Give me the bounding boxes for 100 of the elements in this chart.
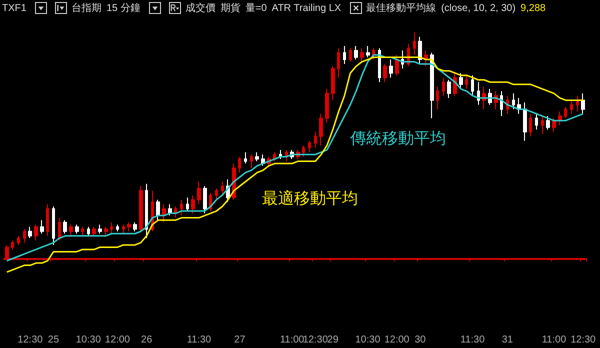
candlestick [40, 220, 44, 234]
candlestick [215, 188, 218, 200]
candlestick [383, 64, 387, 83]
candlestick [570, 100, 573, 114]
x-tick-label: 11:00 [542, 334, 567, 346]
candlestick [127, 222, 131, 232]
candlestick [191, 194, 195, 214]
x-tick-label: 11:00 [280, 334, 305, 346]
x-tick-label: 12:00 [104, 334, 130, 346]
candlestick [17, 235, 20, 246]
text: ATR Trailing LX [272, 3, 342, 14]
x-tick-label: 30 [414, 334, 426, 346]
candlestick [442, 77, 445, 96]
candlestick [366, 45, 370, 58]
candlestick [413, 32, 416, 56]
candlestick [389, 59, 393, 78]
candlestick [244, 152, 247, 164]
text: 成交價 [185, 3, 216, 14]
candlestick [28, 226, 32, 239]
candlestick [360, 48, 364, 62]
candlestick [116, 224, 119, 232]
x-tick-label: 27 [234, 334, 246, 346]
candlestick [541, 116, 544, 135]
candlestick [325, 88, 329, 124]
candlestick [197, 181, 201, 205]
x-tick-label: 25 [48, 334, 60, 346]
x-tick-label: 31 [502, 334, 514, 346]
candlestick [447, 79, 451, 98]
candlestick [58, 217, 61, 241]
candlestick [459, 72, 463, 90]
x-tick-label: 12:30 [18, 334, 44, 346]
candlestick [145, 183, 148, 239]
candlestick [354, 45, 358, 60]
candlestick [302, 144, 305, 158]
candlestick [395, 54, 399, 76]
candlestick [104, 226, 108, 236]
text: 量=0 [245, 3, 267, 14]
x-tick-label: 26 [141, 334, 153, 346]
candlestick [500, 90, 503, 117]
x-tick-label: 11:30 [186, 334, 212, 346]
candlestick [250, 154, 253, 169]
x-tick-label: 12:30 [302, 334, 328, 346]
candlestick [308, 140, 311, 153]
candlestick [162, 204, 166, 223]
candlestick [581, 92, 585, 114]
candlestick [133, 222, 137, 232]
text: 15 分鐘 [106, 3, 140, 14]
text: 最佳移動平均線 [366, 3, 436, 14]
candlestick [221, 181, 224, 196]
candlestick [465, 74, 468, 90]
candlestick [186, 196, 189, 212]
candlestick [372, 48, 375, 60]
text: 台指期 [71, 3, 102, 14]
candlestick [564, 106, 567, 119]
candlestick [512, 92, 515, 110]
candlestick [238, 156, 241, 174]
candlestick [477, 82, 480, 106]
x-tick-label: 29 [327, 334, 339, 346]
candlestick [92, 226, 96, 236]
candlestick [349, 48, 352, 62]
candlestick [139, 186, 143, 232]
candlestick [255, 152, 259, 162]
candlestick [122, 224, 125, 234]
series-label: 最適移動平均 [262, 188, 358, 208]
candlestick [75, 224, 79, 234]
candlestick [314, 131, 317, 148]
x-tick-label: 10:30 [76, 334, 102, 346]
x-tick-label: 10:30 [355, 334, 381, 346]
candlestick [535, 113, 538, 130]
candlestick [46, 204, 49, 236]
candlestick [81, 226, 84, 236]
candlestick [331, 66, 335, 101]
candlestick [98, 224, 102, 234]
candlestick [552, 118, 556, 132]
candlestick [546, 116, 550, 130]
candlestick [110, 222, 113, 234]
x-tick-label: 12:00 [384, 334, 410, 346]
text: (close, 10, 2, 30) [441, 3, 516, 14]
candlestick [319, 113, 323, 146]
candlestick [337, 48, 340, 78]
candlestick [180, 199, 183, 216]
candlestick [430, 52, 434, 119]
candlestick [156, 199, 160, 221]
x-tick-label: 11:30 [460, 334, 486, 346]
candlestick [529, 113, 532, 137]
candlestick [436, 86, 439, 110]
text: 期貨 [220, 3, 240, 14]
candlestick [34, 224, 38, 241]
series-label: 傳統移動平均 [349, 128, 446, 148]
candlestick [5, 244, 9, 260]
candlestick [343, 45, 346, 65]
candlestick [424, 50, 428, 67]
candlestick [11, 240, 14, 250]
candlestick [69, 224, 73, 236]
candlestick [378, 48, 381, 83]
candlestick [87, 226, 90, 236]
candlestick [52, 206, 55, 246]
text: 9,288 [520, 3, 546, 14]
candlestick [471, 74, 474, 96]
candlestick [523, 102, 527, 142]
